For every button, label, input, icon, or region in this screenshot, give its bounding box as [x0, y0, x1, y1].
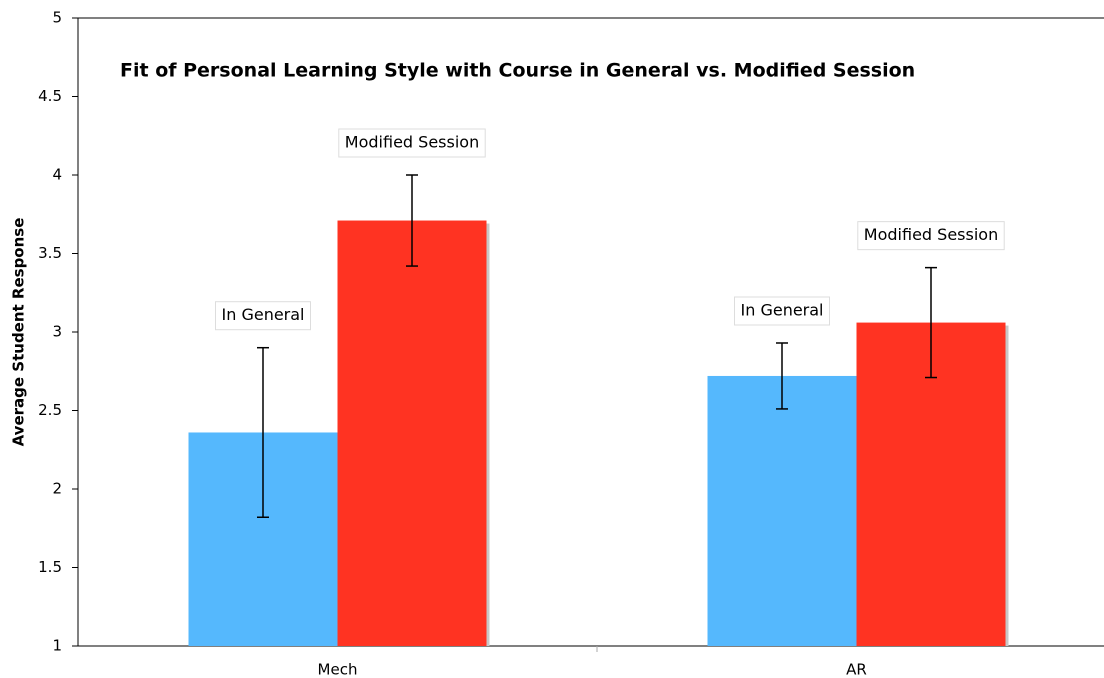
y-tick-label: 2: [52, 480, 62, 498]
x-tick-label: AR: [846, 661, 867, 678]
y-tick-label: 3: [52, 323, 62, 341]
y-tick-label: 2.5: [38, 401, 62, 419]
y-tick-label: 5: [52, 9, 62, 27]
error-bar: [257, 346, 269, 519]
error-bar: [925, 266, 937, 379]
y-tick-label: 4.5: [38, 87, 62, 105]
x-tick-label: Mech: [318, 661, 358, 678]
annotation: Modified Session: [345, 133, 479, 152]
y-tick-label: 3.5: [38, 244, 62, 262]
chart-title: Fit of Personal Learning Style with Cour…: [120, 60, 915, 82]
error-bar: [406, 174, 418, 267]
annotation: In General: [222, 305, 305, 324]
annotation: In General: [741, 300, 824, 319]
y-axis-label: Average Student Response: [10, 218, 28, 447]
annotation-box: [734, 296, 830, 326]
annotation-box: [857, 221, 1005, 251]
annotation-box: [338, 128, 486, 158]
y-tick-label: 1: [52, 637, 62, 655]
bar: [337, 220, 487, 646]
y-tick-label: 1.5: [38, 558, 62, 576]
annotation: Modified Session: [864, 225, 998, 244]
bar: [707, 375, 857, 646]
annotation-box: [215, 301, 311, 331]
error-bar: [776, 342, 788, 410]
y-tick-label: 4: [52, 166, 62, 184]
